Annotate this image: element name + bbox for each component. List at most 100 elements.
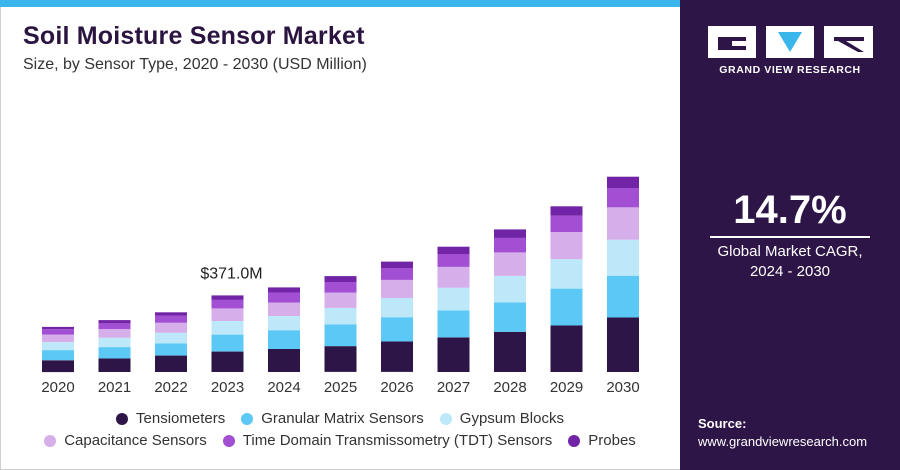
bar-segment-2022-0 bbox=[155, 355, 187, 372]
bar-segment-2022-4 bbox=[155, 315, 187, 323]
bar-segment-2030-1 bbox=[607, 275, 639, 318]
bar-segment-2026-2 bbox=[381, 298, 413, 318]
legend-row-1: Tensiometers Granular Matrix Sensors Gyp… bbox=[0, 410, 680, 427]
source-link[interactable]: www.grandviewresearch.com bbox=[698, 434, 868, 449]
cagr-label-line2: 2024 - 2030 bbox=[749, 263, 831, 280]
bar-segment-2026-4 bbox=[381, 268, 413, 280]
bar-segment-2028-3 bbox=[494, 252, 526, 276]
cagr-divider bbox=[710, 236, 870, 238]
legend-label: Probes bbox=[588, 432, 636, 449]
info-panel: GRAND VIEW RESEARCH 14.7% Global Market … bbox=[680, 0, 900, 470]
x-tick-label: 2029 bbox=[550, 379, 583, 396]
accent-bar bbox=[0, 0, 680, 7]
bar-segment-2025-1 bbox=[324, 324, 357, 347]
x-tick-label: 2021 bbox=[98, 379, 131, 396]
bar-segment-2026-0 bbox=[381, 341, 413, 372]
bar-segment-2020-1 bbox=[42, 350, 74, 361]
cagr-label: Global Market CAGR, 2024 - 2030 bbox=[680, 242, 900, 282]
x-tick-label: 2026 bbox=[380, 379, 413, 396]
bar-segment-2030-2 bbox=[607, 239, 639, 276]
legend-item: Granular Matrix Sensors bbox=[241, 410, 424, 427]
bar-segment-2029-5 bbox=[550, 206, 583, 216]
legend-swatch bbox=[222, 434, 235, 447]
bar-segment-2022-1 bbox=[155, 343, 187, 356]
bar-segment-2027-3 bbox=[437, 267, 470, 288]
bar-segment-2028-5 bbox=[494, 229, 526, 238]
bar-segment-2024-0 bbox=[268, 349, 300, 372]
bar-segment-2021-1 bbox=[98, 347, 131, 359]
legend-item: Time Domain Transmissometry (TDT) Sensor… bbox=[222, 432, 552, 449]
legend-swatch bbox=[241, 412, 254, 425]
legend-item: Gypsum Blocks bbox=[439, 410, 564, 427]
bar-segment-2025-5 bbox=[324, 276, 357, 282]
bar-segment-2027-0 bbox=[437, 337, 470, 372]
bar-segment-2021-2 bbox=[98, 337, 131, 348]
bar-segment-2025-4 bbox=[324, 282, 357, 293]
x-tick-label: 2022 bbox=[154, 379, 187, 396]
bar-segment-2028-2 bbox=[494, 275, 526, 303]
bar-segment-2030-5 bbox=[607, 176, 639, 188]
legend-label: Capacitance Sensors bbox=[64, 432, 207, 449]
bar-segment-2029-0 bbox=[550, 325, 583, 372]
legend-row-2: Capacitance Sensors Time Domain Transmis… bbox=[0, 432, 680, 449]
cagr-value: 14.7% bbox=[733, 188, 847, 232]
x-tick-label: 2024 bbox=[267, 379, 300, 396]
bar-segment-2023-1 bbox=[211, 334, 244, 352]
legend-item: Probes bbox=[568, 432, 636, 449]
bar-segment-2028-0 bbox=[494, 331, 526, 372]
bar-segment-2022-3 bbox=[155, 322, 187, 333]
bar-segment-2027-2 bbox=[437, 287, 470, 311]
bar-segment-2023-5 bbox=[211, 295, 244, 300]
legend-label: Gypsum Blocks bbox=[459, 410, 564, 427]
bar-segment-2028-1 bbox=[494, 302, 526, 332]
stacked-bar-chart: 2020 2021 2022 2023 $371.0M 2024 2025 2026 2027 2… bbox=[41, 176, 640, 396]
cagr-label-line1: Global Market CAGR, bbox=[717, 243, 863, 260]
bar-segment-2020-5 bbox=[42, 326, 74, 330]
bar-segment-2020-0 bbox=[42, 360, 74, 373]
bar-segment-2030-3 bbox=[607, 207, 639, 240]
bar-segment-2030-4 bbox=[607, 188, 639, 208]
bar-segment-2027-4 bbox=[437, 254, 470, 267]
source-label: Source: bbox=[698, 416, 747, 431]
brand-name: GRAND VIEW RESEARCH bbox=[719, 64, 861, 76]
x-tick-label: 2025 bbox=[324, 379, 357, 396]
legend-swatch bbox=[439, 412, 452, 425]
chart-subtitle: Size, by Sensor Type, 2020 - 2030 (USD M… bbox=[23, 56, 367, 73]
bar-segment-2029-1 bbox=[550, 288, 583, 326]
bar-segment-2021-0 bbox=[98, 358, 131, 372]
chart-title: Soil Moisture Sensor Market bbox=[23, 22, 365, 50]
bar-segment-2026-1 bbox=[381, 317, 413, 342]
bar-segment-2024-3 bbox=[268, 302, 300, 316]
bar-segment-2027-1 bbox=[437, 310, 470, 338]
bar-segment-2023-2 bbox=[211, 321, 244, 335]
legend-swatch bbox=[44, 434, 57, 447]
bar-segment-2024-4 bbox=[268, 292, 300, 303]
bar-segment-2025-3 bbox=[324, 292, 357, 308]
bar-segment-2029-4 bbox=[550, 215, 583, 233]
bar-segment-2021-5 bbox=[98, 320, 131, 324]
bar-segment-2026-3 bbox=[381, 279, 413, 298]
bar-segment-2020-2 bbox=[42, 342, 74, 351]
x-tick-label: 2020 bbox=[41, 379, 74, 396]
bar-segment-2024-2 bbox=[268, 316, 300, 331]
bar-segment-2022-5 bbox=[155, 312, 187, 316]
bar-segment-2028-4 bbox=[494, 237, 526, 253]
bar-segment-2029-2 bbox=[550, 259, 583, 289]
brand-logo bbox=[708, 26, 873, 58]
value-annotation: $371.0M bbox=[200, 265, 262, 282]
bar-segment-2023-3 bbox=[211, 308, 244, 321]
bar-segment-2021-4 bbox=[98, 323, 131, 329]
legend-label: Granular Matrix Sensors bbox=[261, 410, 424, 427]
bar-segment-2022-2 bbox=[155, 332, 187, 344]
legend-item: Capacitance Sensors bbox=[44, 432, 207, 449]
legend-swatch bbox=[116, 412, 129, 425]
bar-segment-2023-4 bbox=[211, 299, 244, 309]
x-tick-label: 2030 bbox=[606, 379, 639, 396]
x-tick-label: 2027 bbox=[437, 379, 470, 396]
x-tick-label: 2023 bbox=[211, 379, 244, 396]
legend-item: Tensiometers bbox=[116, 410, 225, 427]
bar-segment-2025-2 bbox=[324, 307, 357, 325]
bar-segment-2029-3 bbox=[550, 232, 583, 260]
bar-segment-2021-3 bbox=[98, 329, 131, 338]
bar-segment-2025-0 bbox=[324, 346, 357, 372]
